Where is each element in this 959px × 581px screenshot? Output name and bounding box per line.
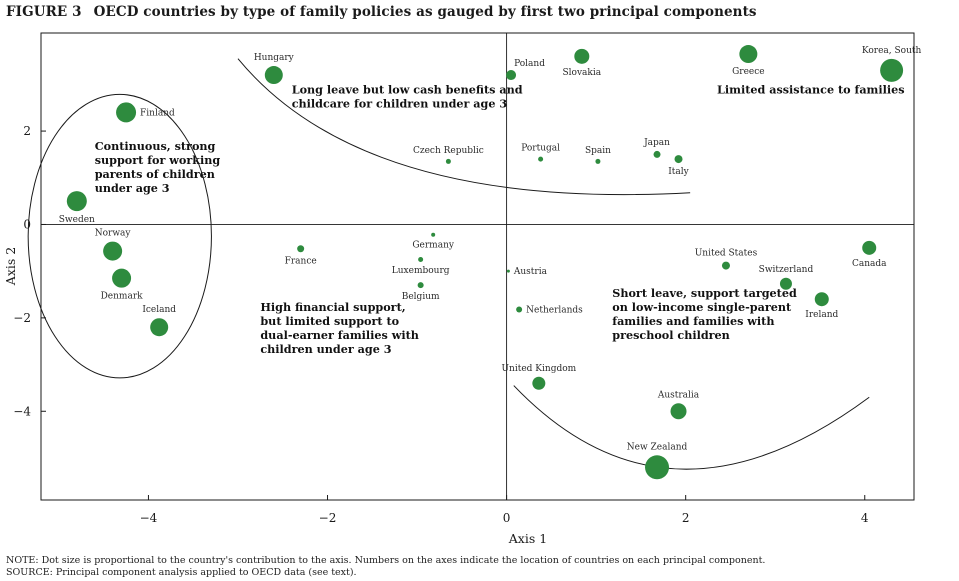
point-label-canada: Canada [852, 259, 887, 269]
point-norway [103, 241, 123, 261]
annotation-line: on low-income single-parent [612, 300, 792, 314]
point-iceland [150, 318, 169, 337]
point-korea-south [880, 58, 904, 82]
y-axis-title: Axis 2 [3, 247, 18, 286]
y-tick-label: 0 [23, 217, 31, 231]
y-tick-label: −4 [13, 404, 31, 418]
point-label-germany: Germany [412, 241, 455, 251]
point-label-sweden: Sweden [59, 215, 95, 225]
point-united-kingdom [532, 376, 546, 390]
x-tick-label: −2 [319, 511, 337, 525]
annotation-line: childcare for children under age 3 [292, 97, 508, 111]
point-italy [674, 155, 683, 164]
x-axis-title: Axis 1 [508, 531, 547, 546]
annotation-line: Limited assistance to families [717, 83, 905, 97]
footnote-source: SOURCE: Principal component analysis app… [6, 567, 357, 578]
point-netherlands [516, 306, 523, 313]
annotation-short-leave: Short leave, support targeted on low-inco… [612, 286, 797, 342]
x-tick-label: 2 [682, 511, 690, 525]
point-label-austria: Austria [513, 267, 548, 277]
point-slovakia [574, 48, 590, 64]
x-tick-label: −4 [140, 511, 158, 525]
point-label-switzerland: Switzerland [759, 265, 814, 275]
annotation-line: Continuous, strong [95, 139, 216, 153]
point-label-belgium: Belgium [402, 292, 440, 302]
point-spain [595, 158, 601, 164]
point-united-states [721, 261, 730, 270]
point-new-zealand [645, 455, 670, 480]
point-label-spain: Spain [585, 146, 611, 156]
point-hungary [264, 66, 283, 85]
annotation-limited: Limited assistance to families [717, 83, 905, 97]
point-luxembourg [418, 256, 424, 262]
point-switzerland [779, 277, 792, 290]
point-finland [116, 102, 137, 123]
y-tick-label: 2 [23, 124, 31, 138]
annotation-line: parents of children [95, 167, 215, 181]
figure-title: FIGURE 3 OECD countries by type of family… [6, 4, 757, 20]
point-label-new-zealand: New Zealand [627, 442, 688, 452]
point-germany [431, 232, 436, 237]
x-tick-label: 4 [861, 511, 869, 525]
point-australia [670, 403, 687, 420]
point-ireland [814, 292, 829, 307]
footnote-note: NOTE: Dot size is proportional to the co… [6, 555, 766, 566]
point-portugal [538, 156, 544, 162]
point-label-finland: Finland [140, 108, 175, 118]
annotation-line: Short leave, support targeted [612, 286, 797, 300]
cluster-ellipse-nordic [27, 93, 212, 379]
point-label-norway: Norway [95, 229, 132, 239]
point-greece [739, 45, 758, 64]
annotation-line: Long leave but low cash benefits and [292, 83, 523, 97]
point-label-japan: Japan [643, 138, 670, 148]
annotation-high-financial: High financial support, but limited suppo… [260, 300, 419, 356]
point-france [297, 245, 305, 253]
annotation-line: High financial support, [260, 300, 405, 314]
point-canada [862, 240, 877, 255]
annotation-line: but limited support to [260, 314, 399, 328]
annotation-line: children under age 3 [260, 342, 391, 356]
plot-frame [40, 32, 915, 501]
figure-title-text: OECD countries by type of family policie… [93, 4, 757, 20]
point-label-united-kingdom: United Kingdom [501, 364, 576, 374]
cluster-curve-top [237, 58, 691, 196]
point-label-netherlands: Netherlands [526, 305, 583, 315]
annotation-line: under age 3 [95, 181, 170, 195]
point-label-greece: Greece [732, 67, 765, 77]
cluster-curve-bottom [513, 385, 870, 470]
point-label-luxembourg: Luxembourg [392, 266, 450, 276]
point-label-france: France [285, 256, 317, 266]
point-label-slovakia: Slovakia [562, 68, 601, 78]
y-tick-label: −2 [13, 311, 31, 325]
figure-number: FIGURE 3 [6, 4, 82, 20]
point-poland [506, 70, 517, 81]
annotation-continuous: Continuous, strong support for working par… [95, 139, 221, 195]
point-label-australia: Australia [657, 390, 700, 400]
annotation-long-leave: Long leave but low cash benefits and chil… [292, 83, 523, 111]
annotation-line: families and families with [612, 314, 774, 328]
point-label-denmark: Denmark [101, 292, 144, 302]
annotation-line: dual-earner families with [260, 328, 419, 342]
annotation-line: support for working [95, 153, 221, 167]
point-label-hungary: Hungary [254, 53, 295, 63]
point-label-poland: Poland [514, 59, 545, 69]
point-belgium [417, 282, 424, 289]
point-label-italy: Italy [668, 167, 689, 177]
point-japan [653, 150, 661, 158]
point-label-czech-republic: Czech Republic [413, 146, 484, 156]
point-denmark [112, 268, 132, 288]
annotation-line: preschool children [612, 328, 730, 342]
point-label-ireland: Ireland [805, 310, 838, 320]
point-label-korea-south: Korea, South [862, 46, 922, 56]
point-sweden [66, 191, 87, 212]
point-label-iceland: Iceland [142, 305, 176, 315]
point-austria [506, 269, 510, 273]
point-label-portugal: Portugal [521, 144, 560, 154]
point-label-united-states: United States [695, 249, 758, 259]
point-czech-republic [445, 158, 451, 164]
x-tick-label: 0 [503, 511, 511, 525]
